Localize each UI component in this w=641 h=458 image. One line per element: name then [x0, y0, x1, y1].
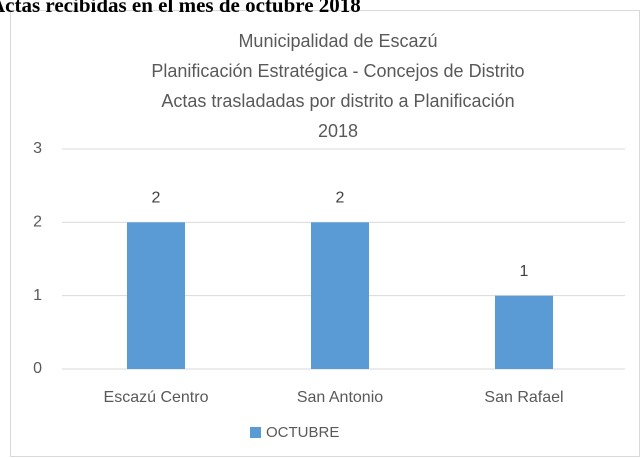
x-tick-label: San Antonio — [297, 389, 383, 406]
x-tick-label: San Rafael — [484, 389, 563, 406]
data-label: 1 — [520, 263, 529, 280]
data-label: 2 — [336, 190, 345, 207]
bar — [127, 222, 185, 369]
y-tick-label: 2 — [33, 214, 42, 231]
page-heading: Actas recibidas en el mes de octubre 201… — [0, 0, 361, 17]
chart-title: Planificación Estratégica - Concejos de … — [151, 61, 524, 81]
legend-swatch — [250, 427, 261, 438]
y-tick-label: 1 — [33, 287, 42, 304]
bar — [495, 295, 553, 369]
data-label: 2 — [152, 190, 161, 207]
bar — [311, 222, 369, 369]
chart-title: Municipalidad de Escazú — [238, 31, 437, 51]
y-tick-label: 3 — [33, 140, 42, 157]
chart-title: Actas trasladadas por distrito a Planifi… — [161, 91, 514, 111]
x-tick-label: Escazú Centro — [104, 389, 209, 406]
y-tick-label: 0 — [33, 360, 42, 377]
legend-label: OCTUBRE — [266, 424, 339, 441]
chart-title: 2018 — [318, 121, 358, 141]
